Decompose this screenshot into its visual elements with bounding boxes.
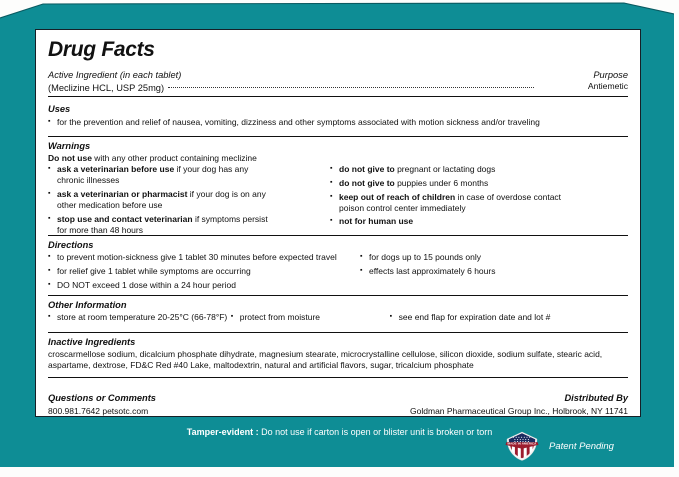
svg-text:MADE IN AMERICA: MADE IN AMERICA — [508, 442, 538, 446]
